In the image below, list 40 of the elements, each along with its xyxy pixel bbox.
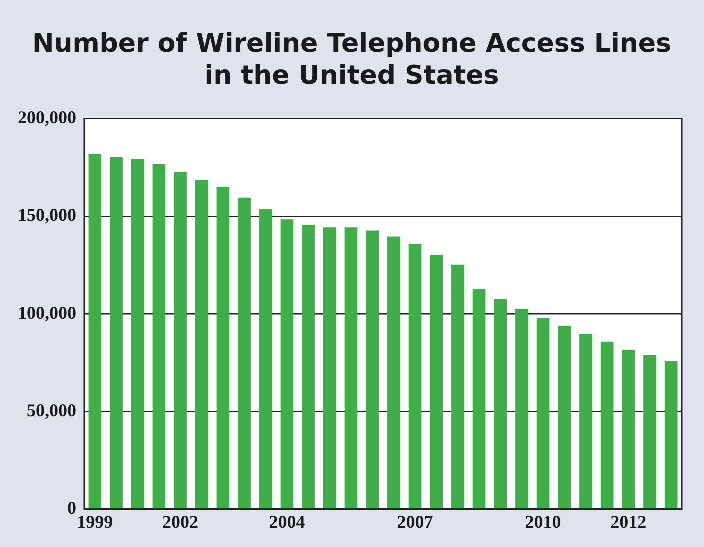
x-tick-label: 2007 [397,512,434,532]
bar [216,186,230,509]
bar [259,209,272,509]
bar [600,342,614,509]
bar [302,225,315,509]
x-tick-label: 2012 [610,512,647,532]
bar [174,172,187,509]
bar [195,180,208,509]
bar [472,289,486,509]
x-tick-label: 2002 [162,512,199,532]
bar [644,356,656,509]
bar [664,362,678,509]
bar [280,220,294,509]
y-tick-label: 0 [68,498,76,518]
bar [238,198,251,509]
bar [88,154,102,509]
bar [536,318,550,509]
bar [110,157,123,509]
x-tick-label: 2004 [269,512,306,532]
bar [558,326,572,509]
x-tick-label: 2010 [525,512,562,532]
bar [452,264,464,509]
bar [388,236,400,509]
bar [152,164,166,509]
bar [324,228,336,509]
chart-title: Number of Wireline Telephone Access Lines in the United States [31,28,673,92]
bar [408,244,422,509]
x-tick-label: 1999 [77,512,114,532]
bar [344,228,358,509]
y-tick-label: 100,000 [18,302,76,323]
y-tick-label: 50,000 [27,400,76,420]
bar [580,334,592,509]
bar [516,309,528,509]
bar [131,159,144,509]
bar [366,230,379,509]
bar [430,255,443,509]
y-tick-label: 150,000 [18,205,76,226]
y-tick-label: 200,000 [18,107,76,128]
bar [622,350,636,509]
bar [494,299,508,509]
